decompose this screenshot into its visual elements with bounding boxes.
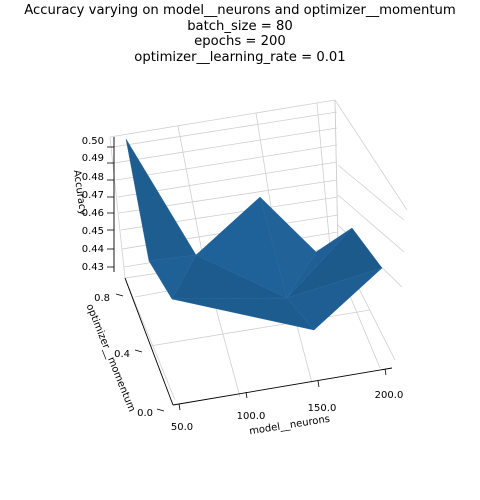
z-tick-label: 0.43 (82, 262, 104, 273)
z-tick-label: 0.50 (82, 136, 104, 147)
tick-mark (116, 294, 123, 296)
x-tick-label: 50.0 (171, 422, 193, 433)
y-tick-label: 0.0 (137, 408, 153, 419)
tick-mark (135, 350, 142, 352)
x-tick-label: 100.0 (237, 411, 266, 422)
z-tick-label: 0.48 (82, 172, 104, 183)
x-tick-label: 150.0 (308, 403, 337, 414)
tick-mark (318, 381, 319, 387)
tick-mark (385, 369, 386, 375)
y-tick-label: 0.8 (94, 293, 110, 304)
z-tick-label: 0.45 (82, 226, 104, 237)
z-tick-label: 0.49 (82, 153, 104, 164)
tick-mark (179, 404, 180, 410)
z-tick-label: 0.44 (82, 244, 104, 255)
tick-mark (157, 409, 164, 411)
x-tick-label: 200.0 (375, 390, 404, 401)
